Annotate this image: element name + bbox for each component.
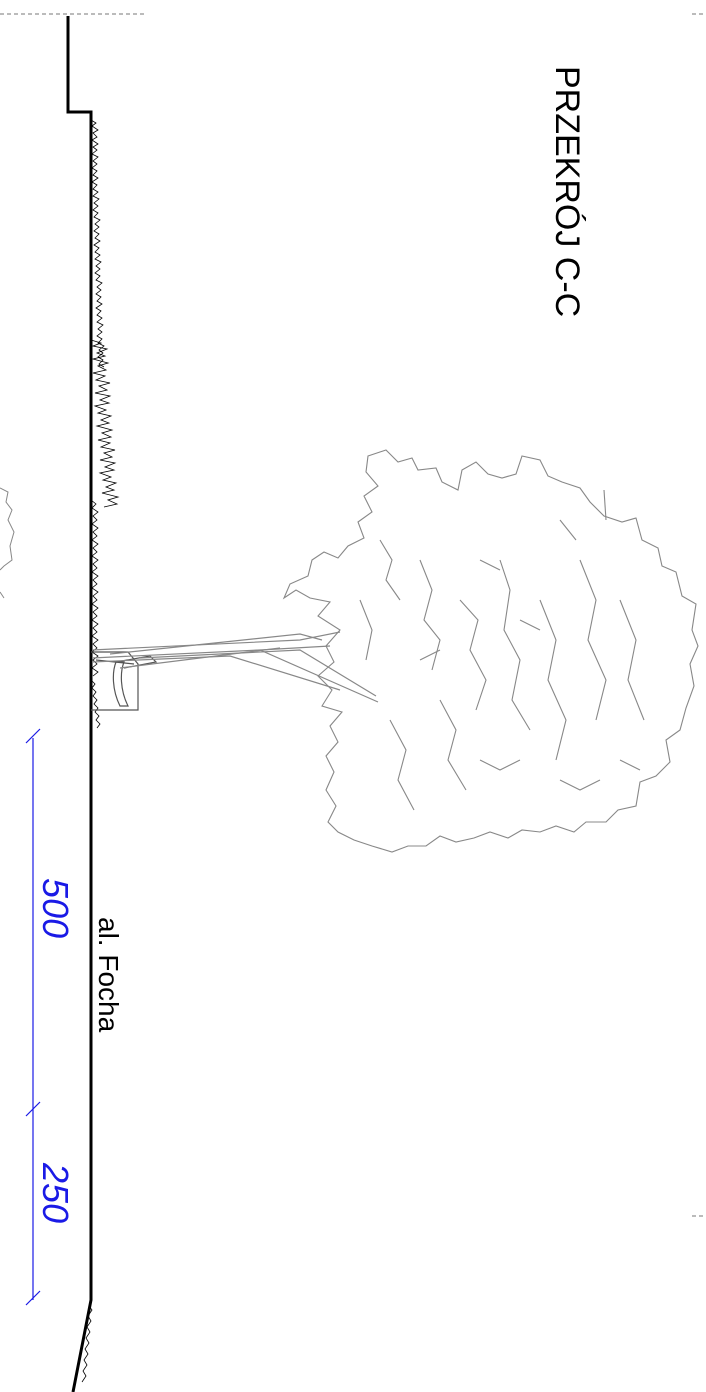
grass-hatch [81, 119, 120, 1383]
dimension-label-500: 500 [35, 878, 76, 939]
street-label: al. Focha [93, 917, 124, 1033]
tree-partial-left [0, 487, 15, 599]
tree-trunk [91, 631, 379, 703]
dimension-label-250: 250 [35, 1163, 76, 1224]
tree-canopy [282, 449, 699, 853]
section-title: PRZEKRÓJ C-C [548, 66, 586, 318]
reference-dashed-lines [0, 13, 706, 1217]
ground-profile-line [66, 16, 93, 1392]
dimension-line [25, 728, 41, 1306]
